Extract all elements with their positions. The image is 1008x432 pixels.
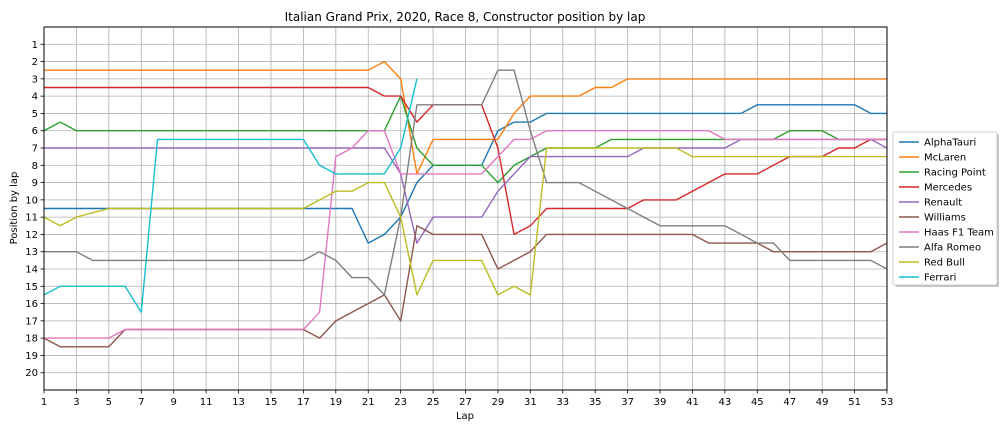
chart-title: Italian Grand Prix, 2020, Race 8, Constr… bbox=[285, 10, 646, 24]
x-tick-label: 27 bbox=[459, 397, 472, 408]
x-tick-label: 9 bbox=[171, 397, 177, 408]
y-tick-label: 9 bbox=[32, 178, 38, 189]
series-line-mclaren bbox=[44, 60, 887, 175]
x-tick-label: 49 bbox=[816, 397, 829, 408]
legend-label: Haas F1 Team bbox=[924, 228, 994, 239]
y-tick-label: 1 bbox=[32, 40, 38, 51]
y-tick-label: 7 bbox=[32, 144, 38, 155]
y-tick-label: 12 bbox=[25, 230, 38, 241]
x-tick-label: 37 bbox=[621, 397, 634, 408]
x-tick-label: 41 bbox=[686, 397, 699, 408]
x-tick-label: 19 bbox=[329, 397, 342, 408]
legend-label: Red Bull bbox=[924, 258, 965, 269]
x-tick-label: 17 bbox=[297, 397, 310, 408]
legend-label: Racing Point bbox=[924, 168, 986, 179]
legend-label: Alfa Romeo bbox=[924, 243, 981, 254]
series-lines bbox=[44, 60, 887, 348]
y-tick-label: 4 bbox=[32, 92, 38, 103]
x-tick-label: 39 bbox=[654, 397, 667, 408]
y-tick-label: 3 bbox=[32, 74, 38, 85]
series-line-red-bull bbox=[44, 147, 887, 296]
x-tick-label: 15 bbox=[265, 397, 278, 408]
legend: AlphaTauri McLaren Racing Point Mercedes Ren… bbox=[892, 131, 999, 287]
legend-label: Ferrari bbox=[924, 273, 956, 284]
x-tick-label: 53 bbox=[881, 397, 894, 408]
legend-label: AlphaTauri bbox=[924, 138, 976, 149]
x-tick-label: 33 bbox=[556, 397, 569, 408]
y-tick-label: 13 bbox=[25, 247, 38, 258]
x-tick-label: 3 bbox=[73, 397, 79, 408]
y-tick-label: 11 bbox=[25, 213, 38, 224]
x-tick-label: 11 bbox=[200, 397, 213, 408]
y-axis-label: Position by lap bbox=[9, 172, 20, 245]
legend-label: Mercedes bbox=[924, 183, 972, 194]
y-tick-label: 6 bbox=[32, 126, 38, 137]
x-axis-label: Lap bbox=[456, 411, 474, 422]
legend-label: Renault bbox=[924, 198, 962, 209]
x-tick-label: 51 bbox=[848, 397, 861, 408]
y-tick-label: 15 bbox=[25, 282, 38, 293]
legend-label: Williams bbox=[924, 213, 966, 224]
x-tick-label: 47 bbox=[783, 397, 796, 408]
x-tick-label: 5 bbox=[106, 397, 112, 408]
x-tick-label: 35 bbox=[589, 397, 602, 408]
series-line-ferrari bbox=[44, 78, 418, 313]
y-tick-label: 2 bbox=[32, 57, 38, 68]
legend-label: McLaren bbox=[924, 153, 966, 164]
x-tick-label: 45 bbox=[751, 397, 764, 408]
x-tick-label: 31 bbox=[524, 397, 537, 408]
y-tick-label: 8 bbox=[32, 161, 38, 172]
series-line-haas-f1-team bbox=[44, 129, 887, 339]
y-tick-label: 20 bbox=[25, 368, 38, 379]
y-tick-label: 5 bbox=[32, 109, 38, 120]
x-tick-label: 13 bbox=[232, 397, 245, 408]
y-tick-label: 17 bbox=[25, 316, 38, 327]
series-line-mercedes bbox=[44, 86, 887, 236]
x-tick-label: 21 bbox=[362, 397, 375, 408]
y-tick-label: 10 bbox=[25, 195, 38, 206]
series-line-alfa-romeo bbox=[44, 69, 887, 296]
series-line-renault bbox=[44, 138, 887, 244]
x-tick-label: 7 bbox=[138, 397, 144, 408]
y-tick-label: 18 bbox=[25, 334, 38, 345]
y-tick-label: 14 bbox=[25, 265, 38, 276]
x-tick-label: 1 bbox=[41, 397, 47, 408]
y-tick-label: 19 bbox=[25, 351, 38, 362]
x-tick-label: 25 bbox=[427, 397, 440, 408]
x-axis-ticks: 1 3 5 7 9 11 13 15 17 19 21 23 25 27 29 31 33 35 37 39 41 43 4… bbox=[41, 390, 894, 408]
y-tick-label: 16 bbox=[25, 299, 38, 310]
x-tick-label: 29 bbox=[492, 397, 505, 408]
x-tick-label: 43 bbox=[719, 397, 732, 408]
x-tick-label: 23 bbox=[394, 397, 407, 408]
